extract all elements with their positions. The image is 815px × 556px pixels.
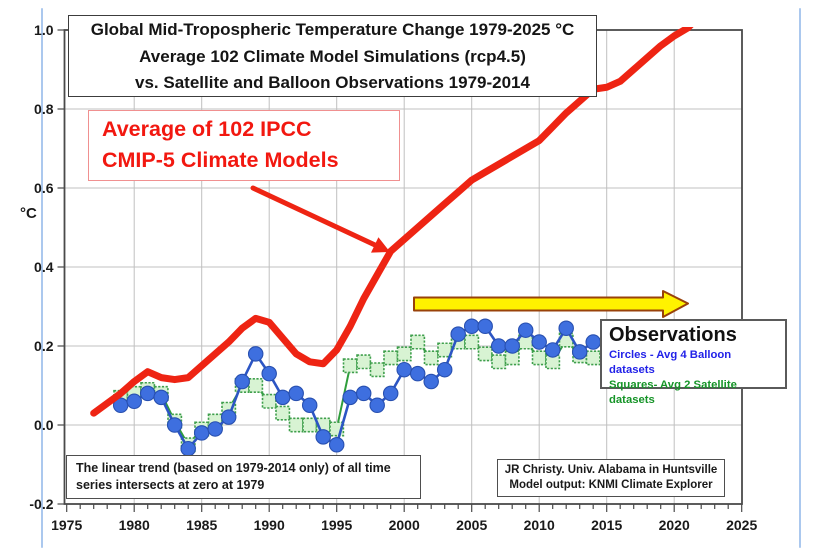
y-tick-label: 0.6: [34, 180, 54, 196]
model-average-label-box: Average of 102 IPCC CMIP-5 Climate Model…: [88, 110, 400, 181]
y-tick-label: 0.4: [34, 259, 54, 275]
balloon-series: [112, 318, 601, 457]
y-tick-label: -0.2: [29, 496, 53, 512]
y-axis: 1.0 0.8 0.6 0.4 0.2 0.0 -0.2 °C: [20, 22, 65, 512]
model-average-line: [90, 27, 694, 417]
y-axis-unit-label: °C: [20, 205, 37, 222]
credit-line2: Model output: KNMI Climate Explorer: [509, 479, 713, 491]
x-tick-label: 1990: [254, 517, 285, 533]
x-tick-label: 1995: [321, 517, 352, 533]
credit-box: JR Christy. Univ. Alabama in Huntsville …: [497, 459, 725, 497]
y-tick-label: 1.0: [34, 22, 54, 38]
frame-border-right: [799, 8, 801, 548]
x-tick-label: 1985: [186, 517, 217, 533]
chart-title-box: Global Mid-Tropospheric Temperature Chan…: [68, 15, 597, 97]
credit-line1: JR Christy. Univ. Alabama in Huntsville: [504, 464, 718, 476]
chart-title-line2: Average 102 Climate Model Simulations (r…: [139, 46, 526, 66]
x-tick-label: 2010: [524, 517, 555, 533]
x-tick-label: 1975: [51, 517, 82, 533]
y-tick-label: 0.0: [34, 417, 54, 433]
x-tick-label: 2015: [591, 517, 622, 533]
x-tick-label: 2025: [726, 517, 757, 533]
model-label-line1: Average of 102 IPCC: [102, 117, 312, 141]
trend-note-line1: The linear trend (based on 1979-2014 onl…: [76, 461, 391, 475]
legend-satellite-datasets: Squares- Avg 2 Satellite datasets: [609, 379, 737, 406]
observations-legend-box: Observations Circles - Avg 4 Balloon dat…: [600, 319, 787, 406]
linear-trend-note-box: The linear trend (based on 1979-2014 onl…: [66, 455, 421, 499]
chart-title-line1: Global Mid-Tropospheric Temperature Chan…: [90, 20, 575, 39]
x-tick-label: 2000: [389, 517, 420, 533]
legend-balloon-datasets: Circles - Avg 4 Balloon datasets: [609, 349, 732, 376]
x-axis: 1975 1980 1985 1990 1995 2000 2005 2010 2015 2020…: [51, 504, 757, 533]
observations-title: Observations: [609, 324, 737, 346]
x-tick-label: 1980: [119, 517, 150, 533]
x-tick-label: 2005: [456, 517, 487, 533]
observations-arrow: [413, 290, 689, 318]
gridlines: [64, 30, 742, 504]
model-label-line2: CMIP-5 Climate Models: [102, 148, 339, 172]
chart-title-line3: vs. Satellite and Balloon Observations 1…: [135, 73, 530, 92]
trend-note-line2: series intersects at zero at 1979: [76, 477, 265, 492]
y-tick-label: 0.2: [34, 338, 54, 354]
y-tick-label: 0.8: [34, 101, 54, 117]
model-label-arrow: [250, 185, 390, 253]
frame-border-left: [41, 8, 43, 548]
x-tick-label: 2020: [659, 517, 690, 533]
